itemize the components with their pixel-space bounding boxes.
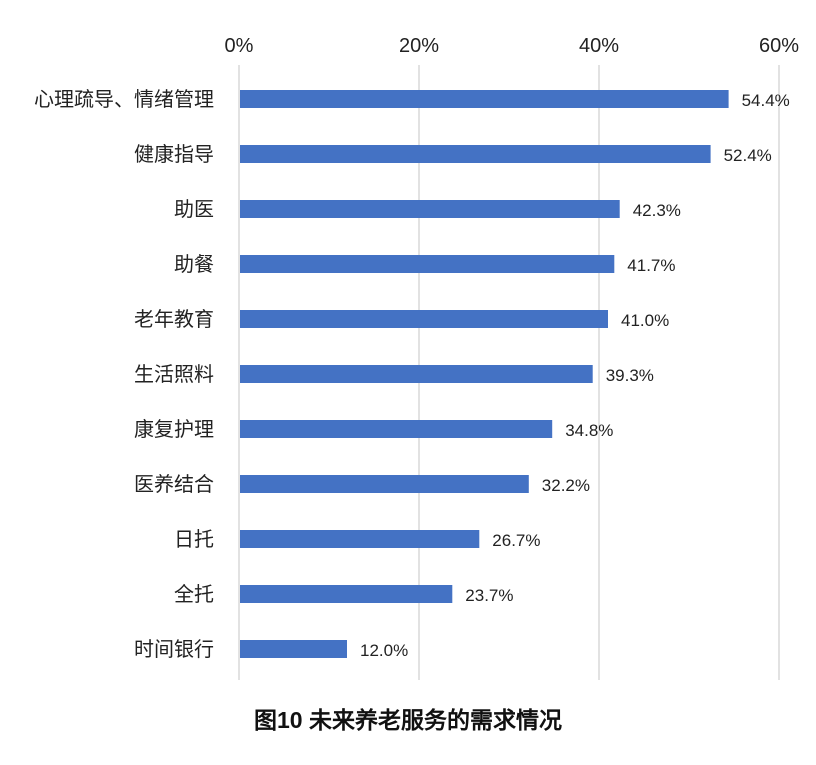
data-label: 32.2% xyxy=(542,476,590,495)
category-label: 日托 xyxy=(174,528,214,551)
x-tick-label: 40% xyxy=(579,35,619,57)
category-label: 时间银行 xyxy=(134,638,214,661)
bar xyxy=(240,310,608,328)
data-label: 41.0% xyxy=(621,311,669,330)
data-label: 41.7% xyxy=(627,256,675,275)
x-tick-label: 60% xyxy=(759,35,799,57)
bar xyxy=(240,145,711,163)
category-label: 医养结合 xyxy=(134,473,214,496)
data-label: 26.7% xyxy=(492,531,540,550)
x-tick-label: 20% xyxy=(399,35,439,57)
data-label: 12.0% xyxy=(360,641,408,660)
bar xyxy=(240,365,593,383)
category-label: 助医 xyxy=(174,198,214,221)
category-label: 老年教育 xyxy=(134,308,214,331)
bar xyxy=(240,640,347,658)
category-label: 心理疏导、情绪管理 xyxy=(34,88,214,111)
category-label: 全托 xyxy=(174,583,214,606)
bar xyxy=(240,90,729,108)
data-label: 23.7% xyxy=(465,586,513,605)
category-label: 康复护理 xyxy=(134,418,214,441)
category-label: 健康指导 xyxy=(134,143,214,166)
data-label: 39.3% xyxy=(606,366,654,385)
bar xyxy=(240,200,620,218)
x-tick-label: 0% xyxy=(225,35,254,57)
category-label: 生活照料 xyxy=(134,363,214,386)
bar xyxy=(240,255,615,273)
chart-title: 图10 未来养老服务的需求情况 xyxy=(254,707,562,733)
bar xyxy=(240,530,480,548)
data-label: 34.8% xyxy=(565,421,613,440)
bar xyxy=(240,585,453,603)
bar xyxy=(240,475,529,493)
bar xyxy=(240,420,553,438)
data-label: 42.3% xyxy=(633,201,681,220)
data-label: 52.4% xyxy=(724,146,772,165)
data-label: 54.4% xyxy=(742,91,790,110)
category-label: 助餐 xyxy=(174,253,214,276)
